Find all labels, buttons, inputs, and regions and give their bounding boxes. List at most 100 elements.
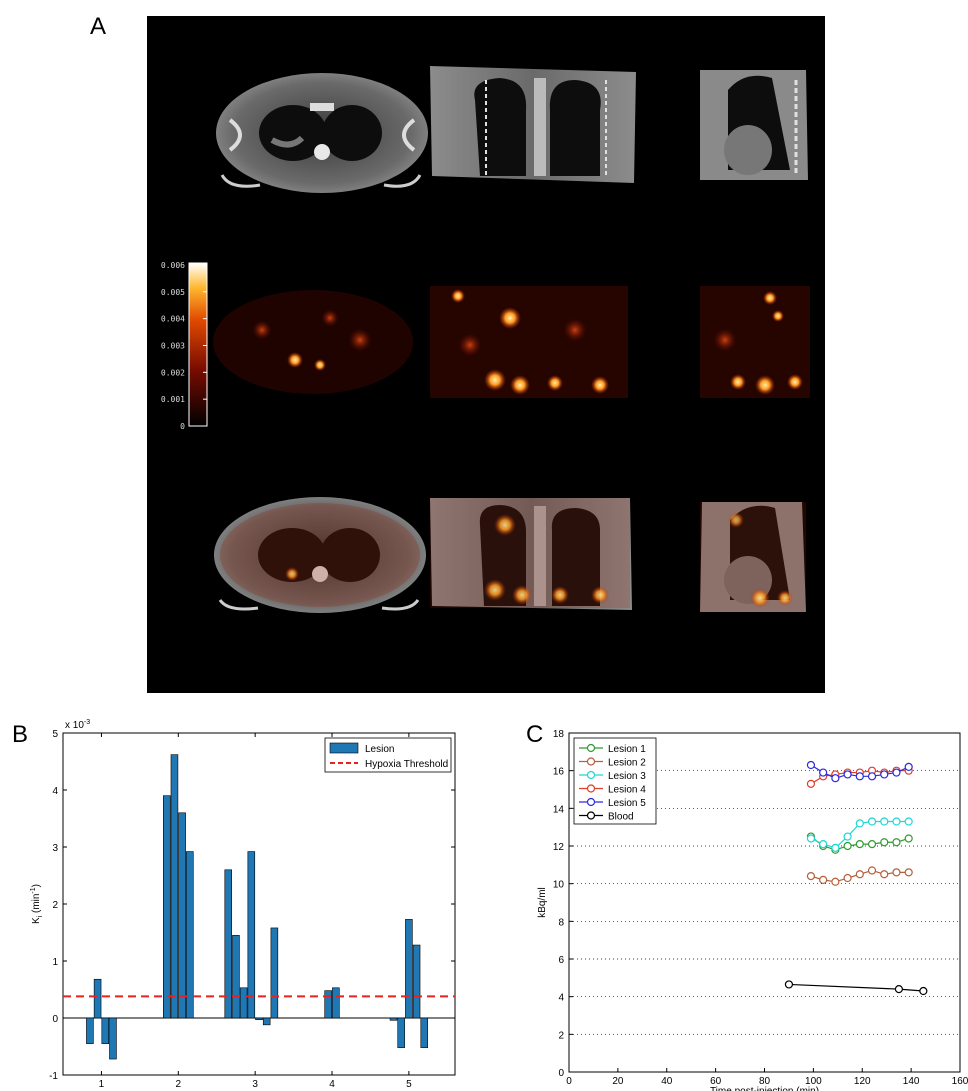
y-tick-label: 14 <box>553 804 565 815</box>
y-tick-label: 6 <box>558 955 564 966</box>
bar <box>332 987 340 1019</box>
colorbar-gradient <box>188 262 208 427</box>
legend-label: Lesion 5 <box>608 798 646 809</box>
legend-marker <box>586 784 596 793</box>
legend-marker <box>586 757 596 766</box>
series-point <box>819 840 828 849</box>
ki-map-coronal <box>430 286 628 398</box>
ct-coronal-image <box>430 66 636 183</box>
y-axis-label: kBq/ml <box>537 887 548 918</box>
y-tick-label: 8 <box>558 917 564 928</box>
series-point <box>831 877 840 886</box>
legend-label-threshold: Hypoxia Threshold <box>365 759 448 770</box>
legend-label: Lesion 4 <box>608 785 646 796</box>
bar <box>405 919 413 1019</box>
series-point <box>904 834 913 843</box>
series-point <box>867 866 877 875</box>
y-tick-label: 0 <box>558 1068 564 1079</box>
panel-b-label: B <box>12 721 28 748</box>
y-tick-label: 2 <box>52 900 58 911</box>
line-chart-activity: 0 2 4 6 8 10 12 14 16 18 0 20 40 60 80 100 120 140 160 Time… <box>537 729 968 1091</box>
y-multiplier-label: x 10-3 <box>65 719 90 731</box>
x-tick-label: 60 <box>710 1076 722 1087</box>
legend-label: Blood <box>608 812 634 823</box>
series-point <box>892 838 901 847</box>
x-tick-label: 40 <box>661 1076 673 1087</box>
series-point <box>904 868 913 877</box>
y-tick-label: 5 <box>52 729 58 740</box>
series-point <box>880 817 889 826</box>
colorbar-tick-label: 0.001 <box>161 395 185 404</box>
x-tick-label: 80 <box>759 1076 771 1087</box>
series-point <box>904 762 913 772</box>
y-tick-label: 4 <box>52 786 58 797</box>
legend-label: Lesion 1 <box>608 744 646 755</box>
series-point <box>806 872 816 881</box>
series-point <box>892 817 901 826</box>
series-point <box>831 843 840 852</box>
bar <box>247 851 256 1019</box>
bar <box>239 987 248 1019</box>
series-point <box>880 838 889 847</box>
colorbar-tick-label: 0 <box>180 422 185 431</box>
panel-c-label: C <box>526 721 543 748</box>
series-point <box>867 772 877 781</box>
bar <box>232 935 240 1019</box>
y-tick-label: 10 <box>553 880 565 891</box>
legend-marker <box>586 811 596 820</box>
series-point <box>855 819 864 828</box>
legend-c <box>573 737 657 825</box>
bar <box>270 927 279 1019</box>
x-tick-label: 100 <box>805 1076 822 1087</box>
bar <box>186 851 194 1019</box>
bar <box>93 978 102 1019</box>
bar <box>101 1017 110 1044</box>
bar <box>420 1017 429 1048</box>
series-point <box>819 875 828 885</box>
series-point <box>892 868 901 877</box>
colorbar: 0.006 0.005 0.004 0.003 0.002 0.001 0 <box>161 261 208 431</box>
bar <box>178 812 186 1019</box>
series-point <box>843 873 852 883</box>
x-tick-label: 20 <box>612 1076 624 1087</box>
x-tick-label: 160 <box>952 1076 968 1087</box>
series-point <box>919 986 928 996</box>
bar <box>224 869 233 1019</box>
series-point <box>819 768 828 777</box>
x-tick-label: 140 <box>903 1076 920 1087</box>
y-tick-label: 16 <box>553 767 565 778</box>
series-point <box>880 870 889 879</box>
colorbar-tick-label: 0.002 <box>161 368 185 377</box>
y-tick-label: 18 <box>553 729 565 740</box>
x-tick-label: 2 <box>176 1079 182 1090</box>
series-point <box>806 834 816 843</box>
series-point <box>855 840 864 849</box>
series-point <box>784 980 794 989</box>
y-tick-label: -1 <box>49 1071 58 1082</box>
y-tick-label: 3 <box>52 843 58 854</box>
colorbar-tick-label: 0.004 <box>161 315 185 324</box>
ki-map-axial <box>213 290 413 394</box>
legend-marker <box>586 797 596 807</box>
x-tick-label: 0 <box>566 1076 572 1087</box>
fused-sagittal-image <box>700 502 806 612</box>
fused-axial-image <box>214 497 426 613</box>
plot-area-b <box>62 732 456 1076</box>
x-tick-label: 120 <box>854 1076 871 1087</box>
bar <box>86 1017 94 1044</box>
series-point <box>880 770 889 779</box>
ct-axial-image <box>216 73 428 193</box>
series-point <box>831 774 840 783</box>
y-tick-label: 0 <box>52 1014 58 1025</box>
panel-a-label: A <box>90 13 106 40</box>
fused-coronal-image <box>430 498 632 610</box>
bar <box>109 1017 117 1060</box>
x-tick-label: 3 <box>252 1079 258 1090</box>
series-point <box>806 760 816 770</box>
series-point <box>843 841 852 851</box>
bar <box>397 1017 405 1048</box>
ct-sagittal-image <box>700 70 808 180</box>
series-point <box>806 779 816 788</box>
